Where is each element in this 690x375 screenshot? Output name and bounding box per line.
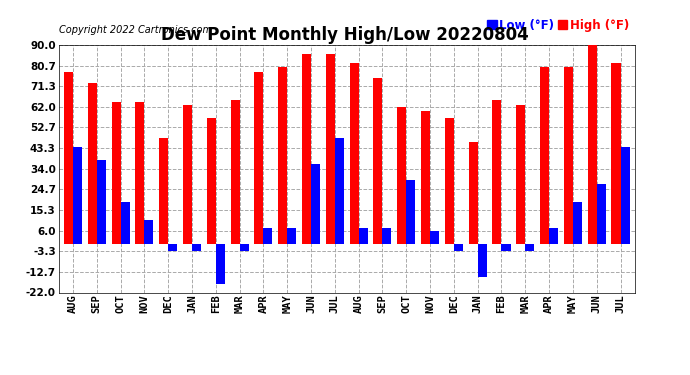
Bar bbox=[421, 111, 430, 244]
Bar bbox=[477, 244, 486, 277]
Bar bbox=[168, 244, 177, 250]
Bar bbox=[597, 184, 606, 244]
Bar bbox=[525, 244, 534, 250]
Bar bbox=[73, 147, 82, 244]
Bar bbox=[502, 244, 511, 250]
Bar bbox=[620, 147, 629, 244]
Bar bbox=[469, 142, 477, 244]
Bar bbox=[326, 54, 335, 244]
Bar bbox=[373, 78, 382, 244]
Bar bbox=[335, 138, 344, 244]
Bar bbox=[255, 72, 264, 244]
Bar bbox=[573, 202, 582, 244]
Bar bbox=[239, 244, 248, 250]
Bar bbox=[144, 220, 153, 244]
Legend: Low (°F), High (°F): Low (°F), High (°F) bbox=[488, 19, 629, 32]
Bar bbox=[359, 228, 368, 244]
Bar bbox=[97, 160, 106, 244]
Bar bbox=[112, 102, 121, 244]
Bar bbox=[183, 105, 192, 244]
Bar bbox=[230, 100, 239, 244]
Bar bbox=[311, 164, 320, 244]
Bar bbox=[516, 105, 525, 244]
Text: Dew Point Monthly High/Low 20220804: Dew Point Monthly High/Low 20220804 bbox=[161, 26, 529, 44]
Bar bbox=[135, 102, 144, 244]
Bar bbox=[287, 228, 296, 244]
Bar bbox=[278, 67, 287, 244]
Bar bbox=[192, 244, 201, 250]
Bar bbox=[454, 244, 463, 250]
Bar bbox=[611, 63, 620, 244]
Bar bbox=[88, 82, 97, 244]
Bar bbox=[397, 107, 406, 244]
Bar bbox=[207, 118, 216, 244]
Bar bbox=[564, 67, 573, 244]
Bar bbox=[216, 244, 225, 284]
Bar bbox=[382, 228, 391, 244]
Bar bbox=[406, 180, 415, 244]
Bar bbox=[64, 72, 73, 244]
Bar bbox=[159, 138, 168, 244]
Bar bbox=[264, 228, 273, 244]
Bar bbox=[540, 67, 549, 244]
Bar bbox=[350, 63, 359, 244]
Text: Copyright 2022 Cartronics.com: Copyright 2022 Cartronics.com bbox=[59, 25, 212, 35]
Bar bbox=[302, 54, 311, 244]
Bar bbox=[588, 45, 597, 244]
Bar bbox=[493, 100, 502, 244]
Bar bbox=[549, 228, 558, 244]
Bar bbox=[121, 202, 130, 244]
Bar bbox=[430, 231, 439, 244]
Bar bbox=[445, 118, 454, 244]
